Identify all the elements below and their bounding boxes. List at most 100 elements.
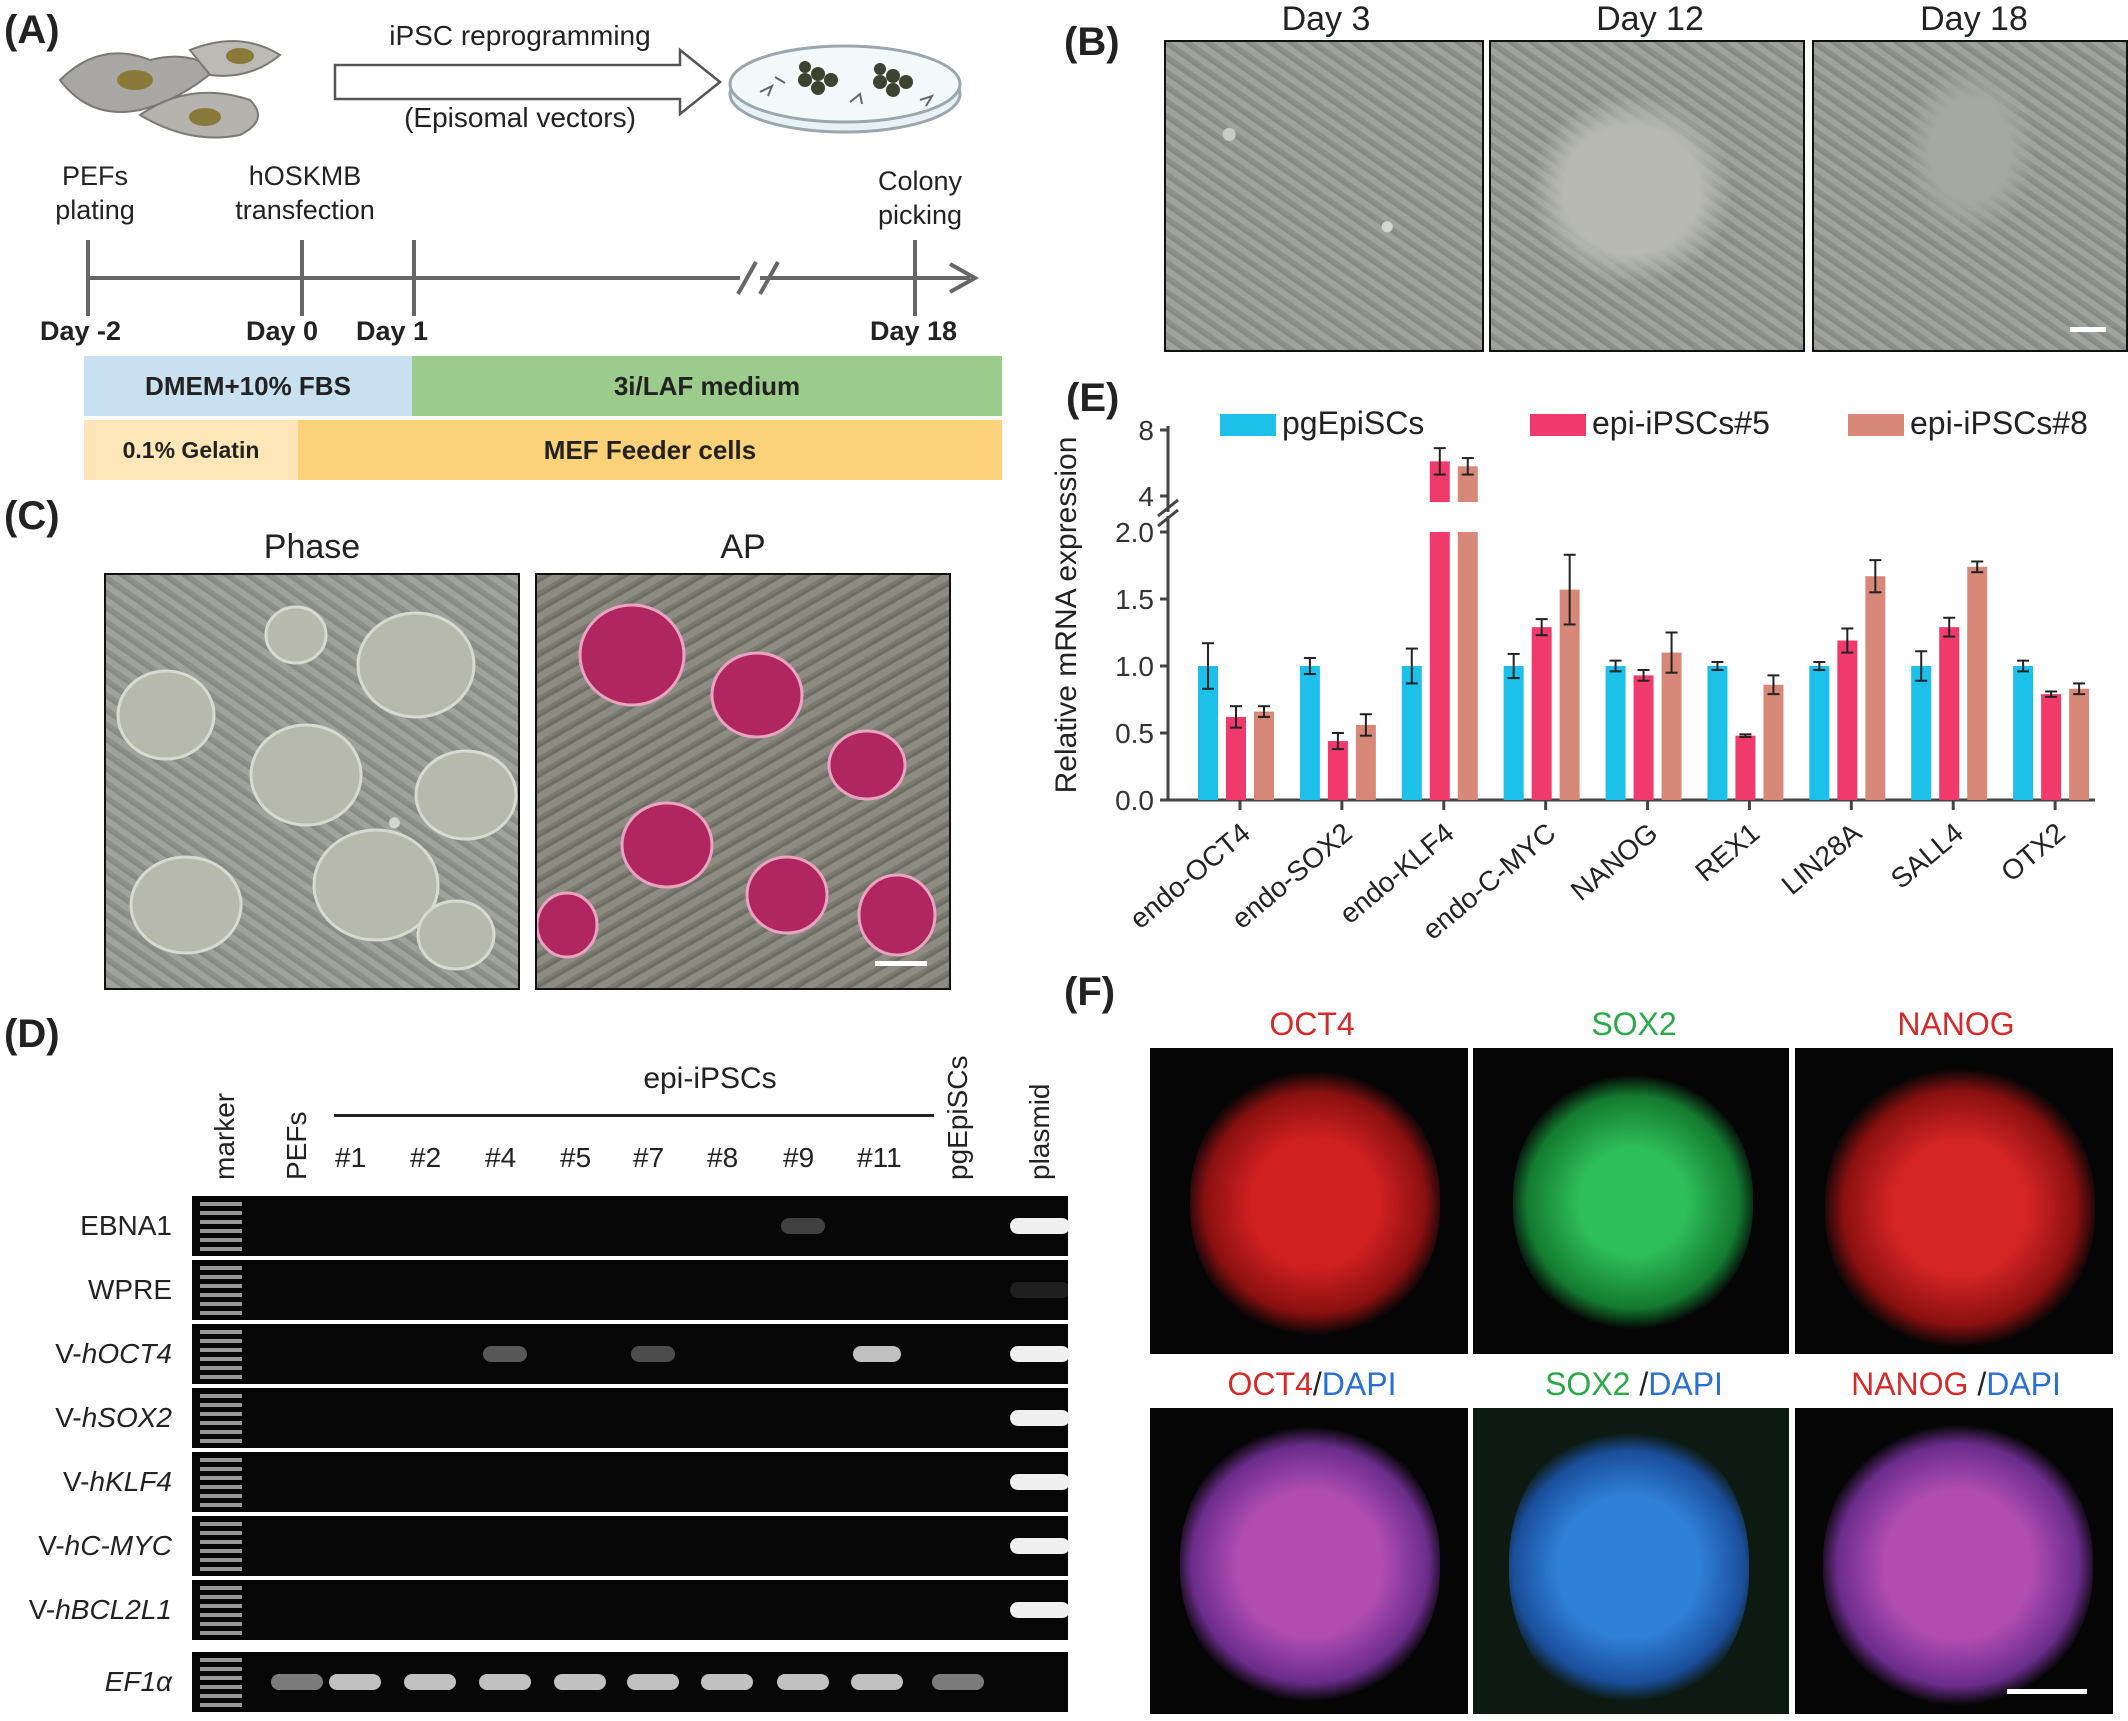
y-tick-label: 0.0: [1115, 785, 1154, 816]
bar: [1457, 532, 1478, 800]
y-tick-label: 0.5: [1115, 718, 1154, 749]
ladder-band: [200, 1586, 242, 1590]
lane-label: #1: [335, 1142, 367, 1173]
bar: [2013, 666, 2034, 800]
gel-strip: [192, 1324, 1070, 1384]
epi-ipscs-group-label: epi-iPSCs: [643, 1062, 777, 1095]
if-image-oct4: [1150, 1048, 1468, 1354]
gel-band: [1010, 1474, 1070, 1490]
ladder-band: [200, 1685, 242, 1689]
ladder-band: [200, 1540, 242, 1544]
y-tick-label: 2.0: [1115, 517, 1154, 548]
ladder-band: [200, 1467, 242, 1471]
gel-band: [404, 1674, 456, 1690]
arrow-bottom-label: (Episomal vectors): [404, 102, 636, 133]
bar: [1763, 684, 1784, 800]
y-tick-label: 4: [1138, 481, 1154, 512]
ladder-band: [200, 1458, 242, 1462]
ladder-band: [200, 1220, 242, 1224]
phase-title: Phase: [263, 528, 361, 566]
ap-title: AP: [720, 528, 766, 566]
ladder-band: [200, 1211, 242, 1215]
bar: [1865, 576, 1886, 800]
ladder-band: [200, 1421, 242, 1425]
gel-row-label: V-hC-MYC: [38, 1530, 172, 1561]
bar: [1559, 589, 1580, 800]
scale-bar: [875, 961, 927, 966]
gel-band: [483, 1346, 527, 1362]
day3-title: Day 3: [1281, 0, 1371, 38]
substrate-bar-gelatin: 0.1% Gelatin: [84, 420, 298, 480]
scale-bar: [2070, 327, 2106, 332]
bar: [1531, 627, 1552, 800]
bar: [1661, 652, 1682, 800]
bar: [1967, 566, 1988, 800]
fibroblast-cells-icon: [58, 40, 282, 139]
bar: [1327, 741, 1348, 800]
day18-title: Day 18: [1920, 0, 2028, 38]
legend-label: epi-iPSCs#5: [1592, 405, 1770, 441]
legend-label: pgEpiSCs: [1282, 405, 1424, 441]
gel-strip: [192, 1196, 1070, 1256]
if-title-nanog: NANOG: [1897, 1006, 2015, 1042]
panel-label-e: (E): [1066, 376, 1120, 420]
gel-strip: [192, 1452, 1070, 1512]
ladder-band: [200, 1667, 242, 1671]
qpcr-bar-chart: 0.0 0.5 1.0 1.5 2.0 4 8 Relative mRNA expressio…: [1050, 405, 2095, 946]
ladder-band: [200, 1604, 242, 1608]
ladder-band: [200, 1558, 242, 1562]
panel-label-a: (A): [4, 8, 60, 52]
if-title-sox2: SOX2: [1591, 1006, 1677, 1042]
bar: [1911, 666, 1932, 800]
x-tick-label: REX1: [1689, 817, 1765, 888]
bar: [1707, 666, 1728, 800]
gel-row-label: V-hOCT4: [55, 1338, 172, 1369]
bar: [1809, 666, 1830, 800]
gel-band: [1010, 1282, 1070, 1298]
gel-band: [851, 1674, 903, 1690]
ladder-band: [200, 1430, 242, 1434]
gel-band: [1010, 1538, 1070, 1554]
bar: [1254, 711, 1274, 800]
event-label-pefs: PEFs plating: [55, 161, 135, 225]
day-label-18: Day 18: [870, 316, 958, 346]
micrograph-ap: [535, 573, 951, 990]
micrograph-day18: [1812, 40, 2128, 352]
ladder-band: [200, 1531, 242, 1535]
if-title-oct4: OCT4: [1269, 1006, 1355, 1042]
ladder-band: [200, 1330, 242, 1334]
scale-bar: [2007, 1689, 2087, 1694]
y-axis-label: Relative mRNA expression: [1050, 437, 1083, 794]
gel-strip: [192, 1388, 1070, 1448]
ladder-band: [200, 1202, 242, 1206]
bar: [2041, 694, 2062, 800]
bar: [1355, 724, 1376, 800]
ladder-band: [200, 1595, 242, 1599]
gel-strip: [192, 1652, 1068, 1712]
gel-band: [329, 1674, 381, 1690]
lane-label: marker: [209, 1092, 240, 1180]
ladder-band: [200, 1348, 242, 1352]
gel-band: [853, 1346, 901, 1362]
gel-band: [627, 1674, 679, 1690]
x-tick-label: OTX2: [1995, 817, 2071, 888]
gel-row-label: V-hSOX2: [55, 1402, 172, 1433]
gel-strip: [192, 1516, 1070, 1576]
ladder-band: [200, 1631, 242, 1635]
ladder-band: [200, 1302, 242, 1306]
lane-label: plasmid: [1024, 1083, 1055, 1180]
day-label-1: Day 1: [356, 316, 429, 346]
ladder-band: [200, 1247, 242, 1251]
bar: [1939, 627, 1960, 800]
ladder-band: [200, 1238, 242, 1242]
if-image-sox2-dapi: [1473, 1408, 1789, 1714]
ladder-band: [200, 1266, 242, 1270]
lane-label: #8: [707, 1142, 739, 1173]
substrate-bar-mef: MEF Feeder cells: [298, 420, 1002, 480]
gel-row-label: EF1α: [104, 1666, 172, 1697]
bar: [1605, 666, 1626, 800]
gel-band: [781, 1218, 825, 1234]
ladder-band: [200, 1567, 242, 1571]
legend-swatch: [1848, 414, 1904, 436]
if-image-nanog-dapi: [1795, 1408, 2113, 1714]
